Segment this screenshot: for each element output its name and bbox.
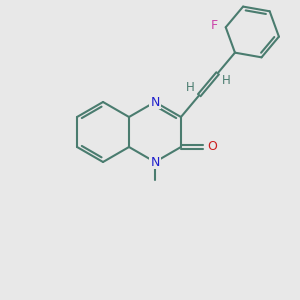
Text: H: H xyxy=(186,81,195,94)
Text: H: H xyxy=(222,74,231,87)
Text: N: N xyxy=(150,95,160,109)
Text: N: N xyxy=(150,155,160,169)
Text: O: O xyxy=(207,140,217,154)
Text: F: F xyxy=(211,19,218,32)
